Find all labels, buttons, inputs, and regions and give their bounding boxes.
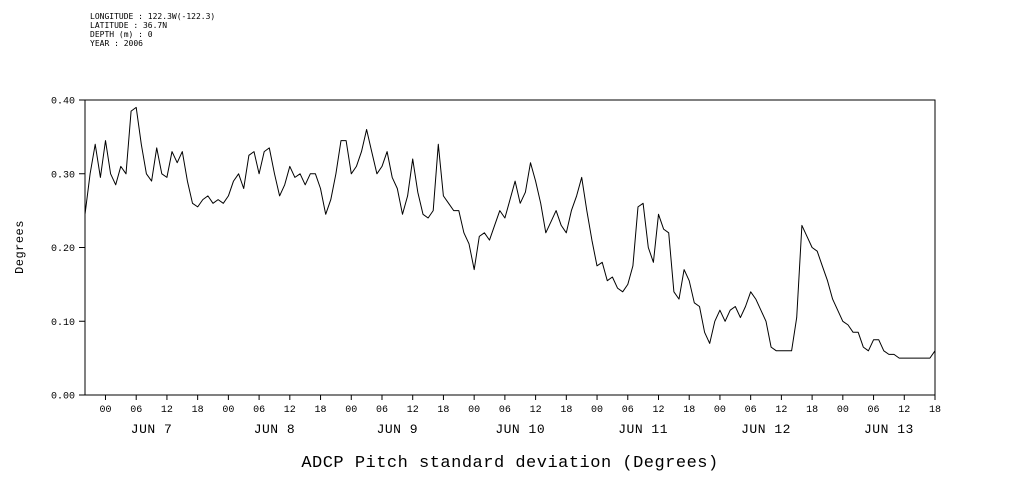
x-hour-label: 18 [315, 405, 327, 416]
x-hour-label: 06 [868, 405, 880, 416]
x-hour-label: 06 [130, 405, 142, 416]
x-hour-label: 18 [806, 405, 818, 416]
x-hour-label: 00 [345, 405, 357, 416]
x-hour-label: 12 [530, 405, 542, 416]
x-day-label: JUN 12 [741, 422, 791, 437]
x-hour-label: 06 [499, 405, 511, 416]
x-hour-label: 00 [837, 405, 849, 416]
meta-depth: DEPTH (m) : 0 [90, 30, 153, 39]
x-hour-label: 12 [898, 405, 910, 416]
pitch-stddev-line [84, 106, 936, 359]
x-hour-label: 12 [652, 405, 664, 416]
x-hour-label: 00 [222, 405, 234, 416]
x-hour-label: 18 [929, 405, 941, 416]
x-day-label: JUN 9 [377, 422, 419, 437]
x-hour-label: 06 [376, 405, 388, 416]
x-hour-label: 12 [161, 405, 173, 416]
x-hour-label: 12 [407, 405, 419, 416]
x-hour-label: 18 [560, 405, 572, 416]
y-tick-label: 0.20 [51, 244, 75, 255]
x-hour-label: 18 [192, 405, 204, 416]
x-hour-label: 00 [99, 405, 111, 416]
x-hour-label: 06 [745, 405, 757, 416]
x-hour-label: 18 [683, 405, 695, 416]
x-day-label: JUN 7 [131, 422, 173, 437]
x-day-label: JUN 10 [495, 422, 545, 437]
x-hour-label: 00 [468, 405, 480, 416]
y-tick-label: 0.00 [51, 392, 75, 403]
meta-year: YEAR : 2006 [90, 39, 143, 48]
x-hour-label: 12 [775, 405, 787, 416]
x-hour-label: 18 [437, 405, 449, 416]
x-hour-label: 00 [714, 405, 726, 416]
meta-latitude: LATITUDE : 36.7N [90, 21, 168, 30]
chart-title: ADCP Pitch standard deviation (Degrees) [301, 454, 719, 473]
x-day-label: JUN 13 [864, 422, 914, 437]
plot-frame [84, 99, 936, 396]
y-tick-label: 0.30 [51, 170, 75, 181]
x-day-label: JUN 11 [618, 422, 668, 437]
y-tick-label: 0.10 [51, 318, 75, 329]
x-day-label: JUN 8 [254, 422, 296, 437]
meta-longitude: LONGITUDE : 122.3W(-122.3) [90, 12, 216, 21]
x-hour-label: 00 [591, 405, 603, 416]
x-hour-label: 12 [284, 405, 296, 416]
y-tick-label: 0.40 [51, 97, 75, 108]
x-hour-label: 06 [253, 405, 265, 416]
station-metadata-block: LONGITUDE : 122.3W(-122.3) LATITUDE : 36… [90, 12, 215, 48]
x-hour-label: 06 [622, 405, 634, 416]
